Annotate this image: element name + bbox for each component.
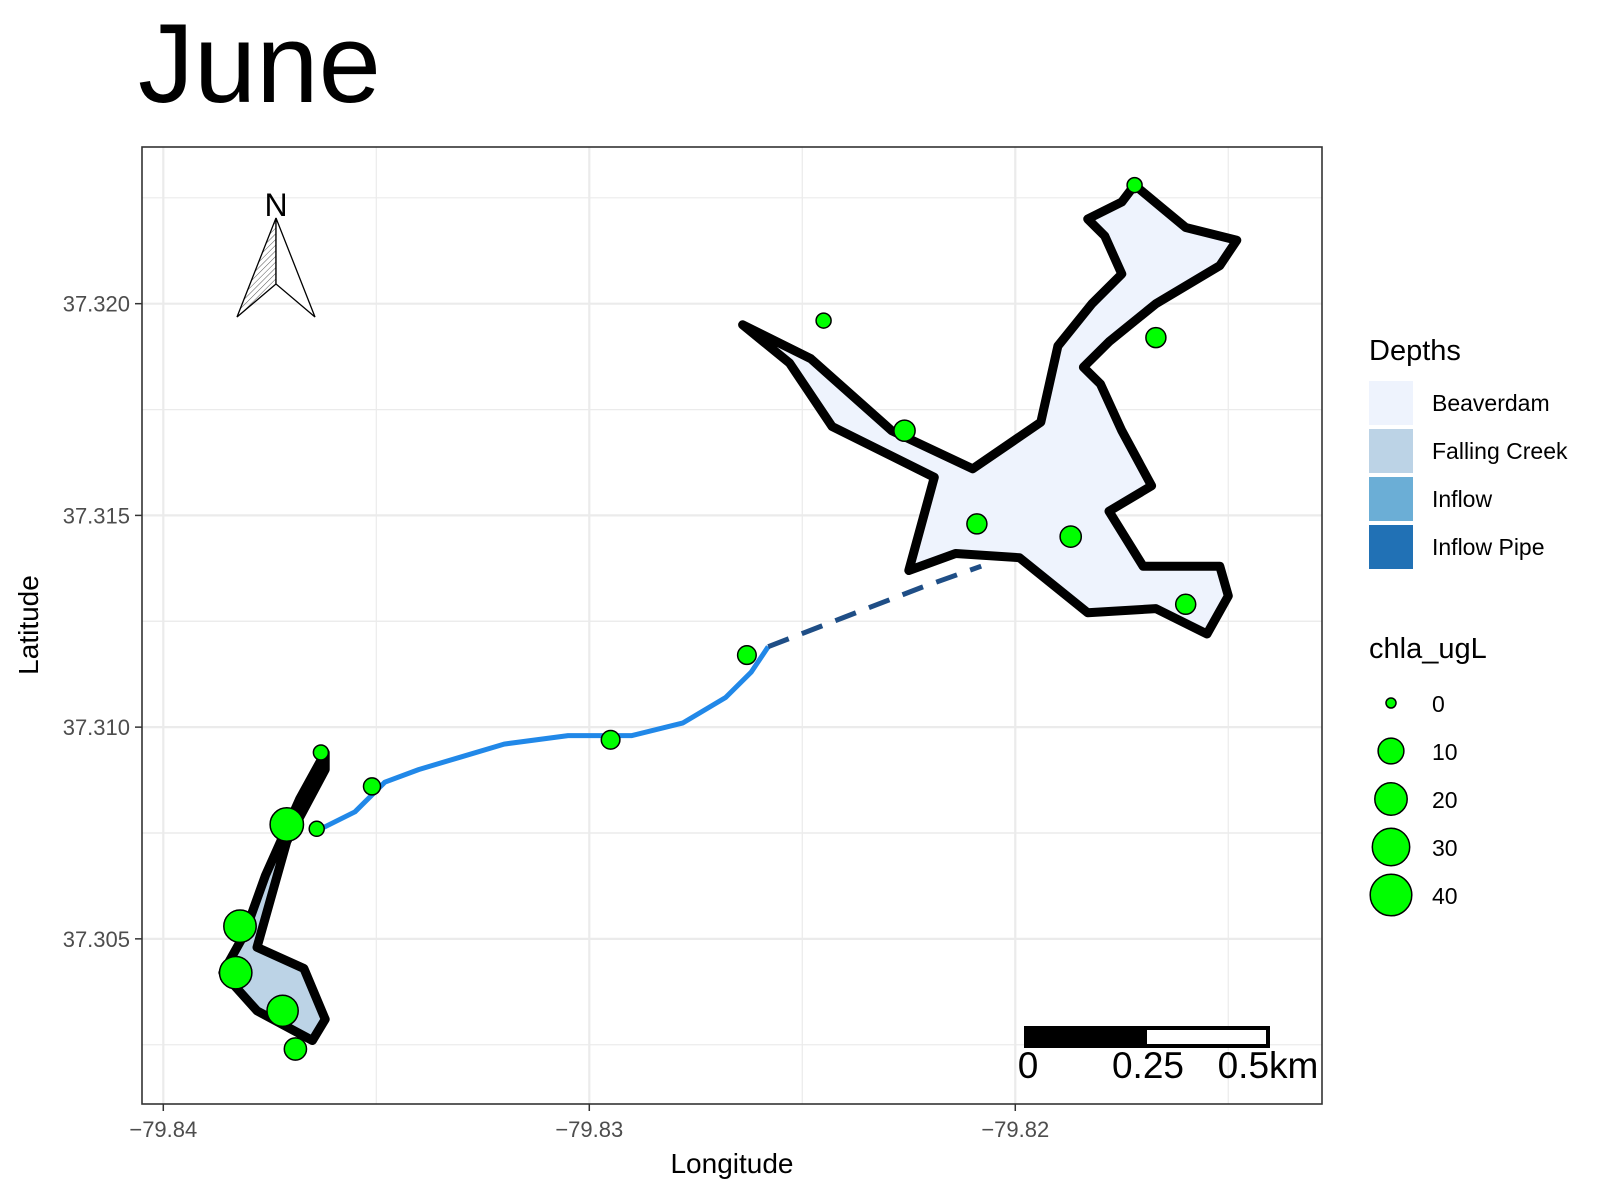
chla-points [218, 176, 1197, 1061]
north-arrow: N [236, 187, 316, 318]
chla-point [269, 807, 305, 842]
y-tick-label: 37.315 [63, 503, 130, 528]
panel-border [141, 146, 1323, 1105]
chla-point [266, 994, 299, 1028]
chla-point [736, 645, 757, 666]
chla-point [312, 744, 330, 761]
scale-label-0-25: 0.25 [1112, 1045, 1184, 1086]
legend-chla-label: 30 [1432, 835, 1458, 861]
y-axis: 37.320 37.315 37.310 37.305 [63, 292, 142, 952]
legend-depth-label: Inflow Pipe [1432, 534, 1545, 560]
reservoir-beaverdam [738, 180, 1242, 639]
legend-chla-symbol [1374, 782, 1408, 816]
x-axis: −79.84 −79.83 −79.82 [129, 1104, 1049, 1142]
legend-depth-label: Inflow [1432, 486, 1492, 512]
legend-depth-label: Falling Creek [1432, 438, 1568, 464]
scale-bar-black-segment [1026, 1028, 1147, 1046]
legend-chla-title: chla_ugL [1369, 633, 1487, 665]
legend-depths-title: Depths [1369, 335, 1461, 367]
legend-chla-symbol [1371, 827, 1411, 867]
y-tick-label: 37.310 [63, 715, 130, 740]
legend-depth-swatch [1369, 525, 1413, 569]
legend-chla-label: 40 [1432, 883, 1458, 909]
chla-point [1174, 593, 1197, 616]
inflow-pipe-line [767, 563, 983, 650]
scale-bar: 0 0.25 0.5km [1018, 1026, 1319, 1086]
chla-point [815, 312, 832, 329]
chla-point [1145, 326, 1167, 349]
chla-point [1059, 525, 1083, 548]
y-tick-label: 37.305 [63, 927, 130, 952]
legend-chla: chla_ugL 0 10 20 30 40 [1369, 633, 1487, 917]
chla-point [600, 729, 621, 750]
chla-point [1126, 176, 1143, 194]
legend-chla-symbol [1377, 737, 1405, 765]
map-title: June [138, 1, 381, 126]
chla-point [362, 777, 382, 796]
legend-depths: Depths Beaverdam Falling Creek Inflow Inflo… [1369, 335, 1568, 569]
chla-point [223, 909, 257, 944]
legend-chla-symbol [1385, 697, 1397, 709]
chla-point [966, 513, 988, 535]
legend-depth-swatch [1369, 429, 1413, 473]
x-tick-label: −79.82 [981, 1117, 1049, 1142]
y-axis-title: Latitude [13, 575, 44, 675]
scale-label-0: 0 [1018, 1045, 1039, 1086]
legend-depth-swatch [1369, 477, 1413, 521]
legend-chla-label: 10 [1432, 739, 1458, 765]
chla-point [308, 820, 325, 838]
x-axis-title: Longitude [670, 1148, 793, 1179]
scale-label-0-5km: 0.5km [1218, 1045, 1319, 1086]
legend-depth-label: Beaverdam [1432, 390, 1550, 416]
chla-point [218, 955, 253, 990]
legend-chla-label: 0 [1432, 691, 1445, 717]
y-tick-label: 37.320 [63, 292, 130, 317]
north-label: N [264, 187, 287, 223]
chla-point [283, 1037, 308, 1061]
x-tick-label: −79.84 [129, 1117, 197, 1142]
chla-point [893, 419, 916, 443]
legend-chla-symbol [1369, 873, 1413, 917]
x-tick-label: −79.83 [555, 1117, 623, 1142]
legend-chla-label: 20 [1432, 787, 1458, 813]
legend-depth-swatch [1369, 381, 1413, 425]
north-arrow-right-half [275, 217, 316, 318]
